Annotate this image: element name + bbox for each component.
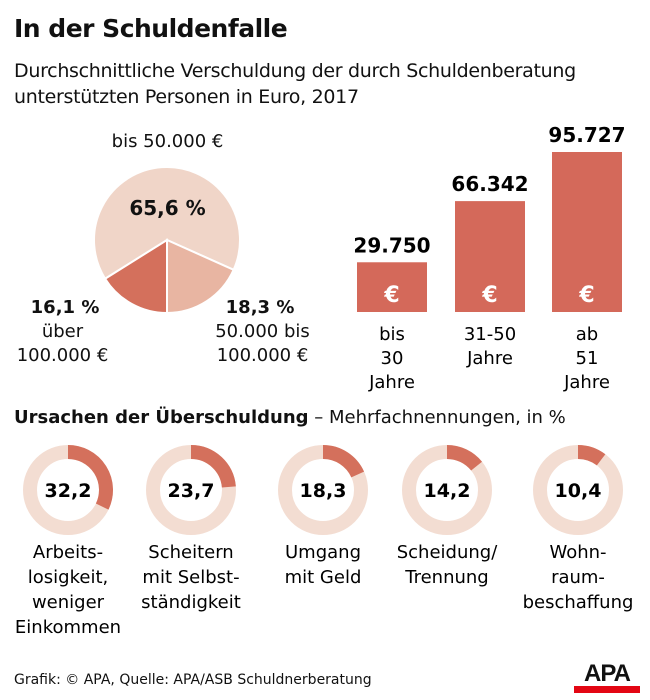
bar-category-label-0: bis bbox=[379, 324, 405, 345]
donut-arc-2 bbox=[322, 445, 365, 478]
footer-source: Grafik: © APA, Quelle: APA/ASB Schuldner… bbox=[14, 672, 372, 688]
donut-value-3: 14,2 bbox=[424, 480, 471, 502]
donut-arc-0 bbox=[67, 445, 113, 510]
donut-arc-1 bbox=[190, 445, 236, 488]
donut-label-0: Arbeits- bbox=[33, 542, 103, 563]
euro-icon: € bbox=[578, 283, 594, 308]
section-note: – Mehrfachnennungen, in % bbox=[314, 407, 566, 428]
subtitle: Durchschnittliche Verschuldung der durch… bbox=[14, 60, 576, 108]
donut-label-3: Scheidung/ bbox=[397, 542, 498, 563]
bar-category-label-1: Jahre bbox=[466, 348, 513, 369]
donut-value-1: 23,7 bbox=[168, 480, 215, 502]
euro-icon: € bbox=[383, 283, 399, 308]
euro-icon: € bbox=[481, 283, 497, 308]
section-title-bold: Ursachen der Überschuldung bbox=[14, 407, 309, 428]
donut-label-2: Umgang bbox=[285, 542, 361, 563]
title: In der Schuldenfalle bbox=[14, 14, 288, 43]
donut-label-1: mit Selbst- bbox=[142, 567, 239, 588]
bar-value-label-1: 66.342 bbox=[451, 172, 528, 196]
pie-slice-1 bbox=[166, 238, 235, 315]
donut-value-0: 32,2 bbox=[45, 480, 92, 502]
donut-arc-3 bbox=[446, 445, 483, 471]
pie-label-0: bis 50.000 € bbox=[111, 131, 224, 152]
donut-label-2: mit Geld bbox=[285, 567, 362, 588]
pie-value-0: 65,6 % bbox=[129, 196, 206, 220]
bar-1 bbox=[455, 201, 525, 312]
pie-value-2: 16,1 % bbox=[30, 297, 100, 318]
bar-category-label-2: ab bbox=[576, 324, 598, 345]
donut-label-1: ständigkeit bbox=[141, 592, 241, 613]
bar-value-label-0: 29.750 bbox=[353, 233, 430, 257]
bar-category-label-0: Jahre bbox=[368, 372, 415, 393]
donut-value-2: 18,3 bbox=[300, 480, 347, 502]
bar-category-label-0: 30 bbox=[381, 348, 404, 369]
bar-category-label-2: Jahre bbox=[563, 372, 610, 393]
apa-logo: APA bbox=[574, 662, 640, 693]
donut-label-0: losigkeit, bbox=[28, 567, 108, 588]
section-title: Ursachen der Überschuldung – Mehrfachnen… bbox=[14, 407, 566, 428]
pie-value-1: 18,3 % bbox=[225, 297, 295, 318]
pie-label-2: über 100.000 € bbox=[16, 321, 109, 366]
donut-value-4: 10,4 bbox=[555, 480, 602, 502]
bar-category-label-2: 51 bbox=[576, 348, 599, 369]
donut-label-1: Scheitern bbox=[148, 542, 233, 563]
bar-category-label-1: 31-50 bbox=[464, 324, 516, 345]
donut-label-4: raum- bbox=[551, 567, 605, 588]
donut-label-4: beschaffung bbox=[523, 592, 634, 613]
bar-0 bbox=[357, 262, 427, 312]
bar-2 bbox=[552, 152, 622, 312]
pie-label-1: 50.000 bis 100.000 € bbox=[215, 321, 310, 366]
donut-label-4: Wohn- bbox=[549, 542, 606, 563]
bar-value-label-2: 95.727 bbox=[548, 123, 625, 147]
donut-label-0: Einkommen bbox=[15, 617, 121, 638]
pie-slice-2 bbox=[103, 238, 168, 315]
donut-label-0: weniger bbox=[32, 592, 105, 613]
donut-label-3: Trennung bbox=[404, 567, 489, 588]
donut-arc-4 bbox=[577, 445, 606, 466]
pie-slice-0 bbox=[93, 166, 241, 281]
